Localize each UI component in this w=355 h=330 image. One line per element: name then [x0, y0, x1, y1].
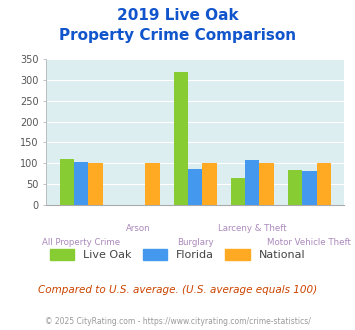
Text: Larceny & Theft: Larceny & Theft	[218, 224, 286, 233]
Bar	[317, 163, 331, 205]
Bar	[302, 171, 317, 205]
Bar	[188, 169, 202, 205]
Text: Property Crime Comparison: Property Crime Comparison	[59, 28, 296, 43]
Text: 2019 Live Oak: 2019 Live Oak	[117, 8, 238, 23]
Text: Arson: Arson	[126, 224, 151, 233]
Bar	[145, 163, 160, 205]
Bar	[174, 72, 188, 205]
Text: Motor Vehicle Theft: Motor Vehicle Theft	[267, 238, 351, 247]
Bar	[202, 163, 217, 205]
Bar	[60, 159, 74, 205]
Text: Burglary: Burglary	[177, 238, 214, 247]
Bar	[245, 160, 260, 205]
Text: © 2025 CityRating.com - https://www.cityrating.com/crime-statistics/: © 2025 CityRating.com - https://www.city…	[45, 317, 310, 326]
Bar	[231, 178, 245, 205]
Bar	[260, 163, 274, 205]
Bar	[88, 163, 103, 205]
Bar	[74, 162, 88, 205]
Text: All Property Crime: All Property Crime	[42, 238, 120, 247]
Legend: Live Oak, Florida, National: Live Oak, Florida, National	[47, 246, 308, 263]
Text: Compared to U.S. average. (U.S. average equals 100): Compared to U.S. average. (U.S. average …	[38, 285, 317, 295]
Bar	[288, 170, 302, 205]
